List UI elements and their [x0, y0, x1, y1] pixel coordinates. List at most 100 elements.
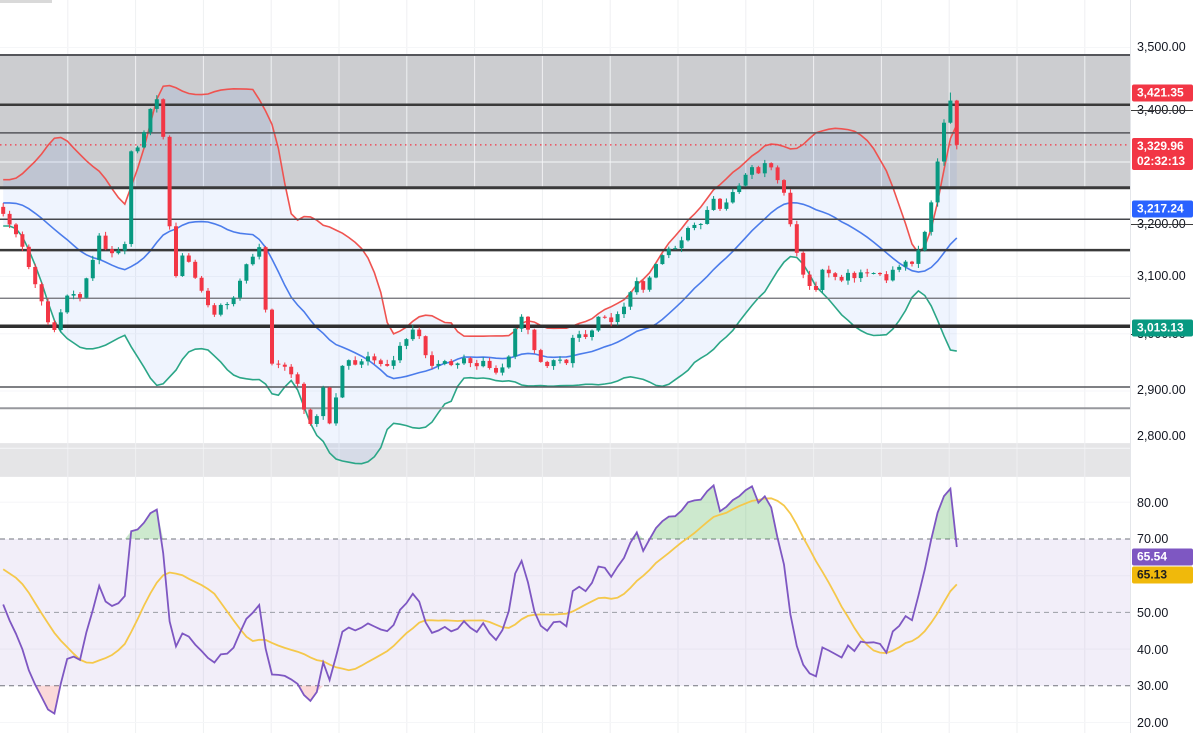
axis-tick-label: 2,900.00	[1137, 383, 1186, 397]
candle-body	[910, 261, 914, 264]
candle-body	[526, 316, 530, 330]
candle-body	[71, 294, 76, 296]
candle-body	[762, 163, 767, 174]
candle-body	[129, 151, 134, 245]
price-badge: 65.13	[1132, 566, 1193, 584]
candle-body	[174, 226, 178, 277]
candle-body	[903, 261, 908, 267]
candle-body	[20, 234, 25, 247]
candle-body	[679, 240, 684, 249]
axis-tick-label: 70.00	[1137, 532, 1169, 546]
current-price-badge: 3,329.96 02:32:13	[1132, 138, 1193, 170]
axis-tick-label: 20.00	[1137, 716, 1169, 730]
supply-demand-zone	[0, 54, 1130, 188]
candle-body	[570, 337, 575, 364]
candle-body	[238, 280, 242, 298]
candle-body	[698, 223, 703, 225]
candle-body	[494, 367, 498, 373]
candle-body	[666, 248, 671, 256]
candle-body	[929, 202, 934, 232]
candle-body	[647, 277, 652, 290]
candle-body	[250, 256, 255, 265]
candle-body	[487, 360, 492, 368]
candle-body	[142, 132, 146, 148]
candle-body	[583, 334, 588, 338]
candle-body	[468, 358, 473, 364]
candle-body	[353, 360, 358, 365]
candle-body	[186, 255, 191, 262]
badge-value: 65.54	[1137, 549, 1168, 564]
candle-body	[948, 100, 953, 123]
axis-tick-label: 30.00	[1137, 679, 1169, 693]
candle-body	[334, 397, 338, 424]
candle-body	[826, 269, 831, 274]
candle-body	[148, 108, 153, 133]
candle-body	[935, 161, 940, 203]
bollinger-fill	[3, 85, 957, 464]
candle-body	[366, 356, 370, 362]
candle-body	[660, 255, 665, 265]
candle-body	[730, 192, 735, 203]
candle-body	[718, 198, 722, 209]
candle-body	[897, 266, 902, 270]
candle-body	[78, 294, 82, 298]
candle-body	[199, 277, 204, 291]
candle-body	[289, 366, 294, 375]
candle-body	[26, 246, 31, 267]
candle-body	[545, 361, 550, 367]
candle-body	[52, 322, 57, 330]
candle-body	[378, 360, 383, 365]
candle-body	[359, 361, 364, 365]
candle-body	[769, 163, 774, 168]
candle-body	[865, 272, 870, 274]
candle-body	[814, 286, 818, 290]
candle-body	[711, 198, 716, 210]
chart-canvas[interactable]	[0, 0, 1130, 733]
candle-body	[794, 224, 799, 253]
candle-body	[846, 272, 850, 281]
candle-body	[942, 122, 946, 162]
candle-body	[654, 264, 658, 278]
candle-body	[276, 363, 281, 365]
candle-body	[302, 383, 306, 410]
badge-value: 3,329.96	[1137, 139, 1184, 153]
axis-tick-label: 40.00	[1137, 643, 1169, 657]
candle-body	[807, 274, 812, 287]
candle-body	[122, 244, 127, 251]
candle-body	[609, 317, 614, 323]
candle-body	[193, 261, 198, 278]
candle-body	[7, 213, 12, 225]
candle-body	[756, 167, 761, 174]
candle-body	[391, 360, 396, 366]
price-badge: 3,421.35	[1132, 84, 1193, 102]
candle-body	[225, 304, 230, 306]
candle-body	[692, 224, 697, 228]
candle-body	[65, 295, 70, 313]
candle-body	[244, 264, 249, 281]
badge-value: 3,421.35	[1137, 85, 1184, 100]
candle-body	[564, 359, 569, 364]
candle-body	[295, 374, 300, 384]
candle-body	[84, 278, 89, 298]
candle-body	[775, 167, 780, 181]
rsi-band	[0, 539, 1130, 686]
candle-body	[519, 316, 524, 329]
candle-body	[270, 309, 274, 364]
price-badge: 3,013.13	[1132, 319, 1193, 337]
candle-body	[398, 345, 402, 361]
candle-body	[590, 330, 594, 338]
candle-body	[596, 316, 601, 331]
candle-body	[500, 367, 505, 373]
axis-tick-label: 50.00	[1137, 606, 1169, 620]
candle-body	[410, 329, 415, 340]
candle-body	[506, 356, 511, 368]
candle-body	[858, 272, 863, 279]
candle-body	[884, 274, 889, 281]
candle-body	[417, 329, 422, 337]
candle-body	[801, 252, 806, 275]
candle-body	[212, 305, 217, 315]
candle-body	[218, 304, 223, 315]
price-scale[interactable]: 3,500.003,400.003,200.003,100.003,000.00…	[1130, 0, 1193, 733]
candle-body	[954, 100, 959, 145]
